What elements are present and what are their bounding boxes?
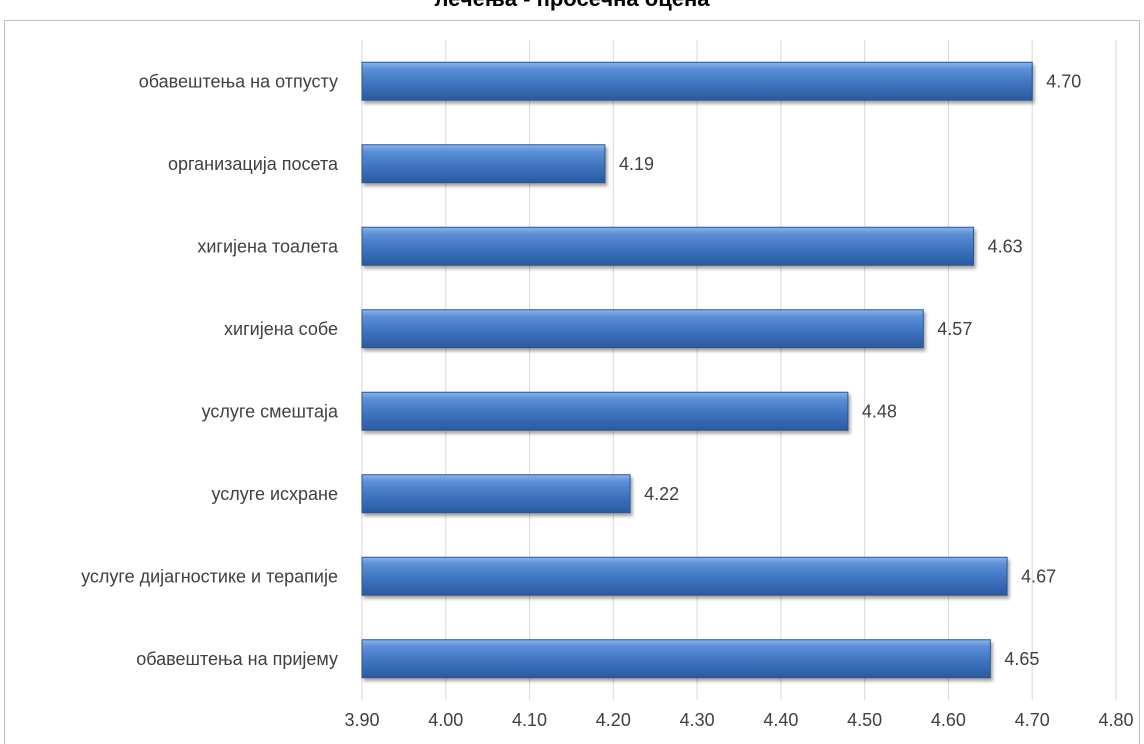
data-label: 4.48 [862,401,897,421]
category-label: услуге исхране [211,484,338,504]
x-tick-label: 4.60 [931,710,966,730]
category-label: обавештења на пријему [136,649,338,669]
category-label: организација посета [168,154,339,174]
bar [361,309,924,349]
category-label: услуге дијагностике и терапије [81,566,338,586]
x-tick-label: 4.00 [428,710,463,730]
x-tick-label: 4.40 [763,710,798,730]
bar [361,391,849,431]
bar [361,639,991,679]
x-axis-ticks: 3.90 4.00 4.10 4.20 4.30 4.40 4.50 4.60 4.70 4.80 [344,710,1133,730]
data-labels: 4.70 4.19 4.63 4.57 4.48 4.22 4.67 4.65 [619,71,1081,669]
chart-title: лечења - просечна оцена [0,0,1144,12]
bar [361,474,631,514]
x-tick-label: 4.50 [847,710,882,730]
bar [361,226,975,266]
x-tick-label: 3.90 [344,710,379,730]
bar [361,61,1033,101]
x-tick-label: 4.10 [512,710,547,730]
data-label: 4.22 [644,484,679,504]
bar [361,556,1008,596]
x-tick-label: 4.30 [680,710,715,730]
gridlines [361,40,1117,700]
category-label: услуге смештаја [202,401,339,421]
category-label: хигијена собе [224,319,338,339]
x-tick-label: 4.70 [1015,710,1050,730]
data-label: 4.63 [988,236,1023,256]
chart-frame [4,20,1140,744]
data-label: 4.65 [1004,649,1039,669]
x-tick-label: 4.20 [596,710,631,730]
bar [361,144,606,184]
data-label: 4.57 [937,319,972,339]
category-label: обавештења на отпусту [139,71,338,91]
category-label: хигијена тоалета [197,236,339,256]
bars [361,61,1033,679]
data-label: 4.67 [1021,566,1056,586]
category-labels: обавештења на отпусту организација посета… [81,71,339,669]
data-label: 4.70 [1046,71,1081,91]
data-label: 4.19 [619,154,654,174]
x-tick-label: 4.80 [1098,710,1133,730]
